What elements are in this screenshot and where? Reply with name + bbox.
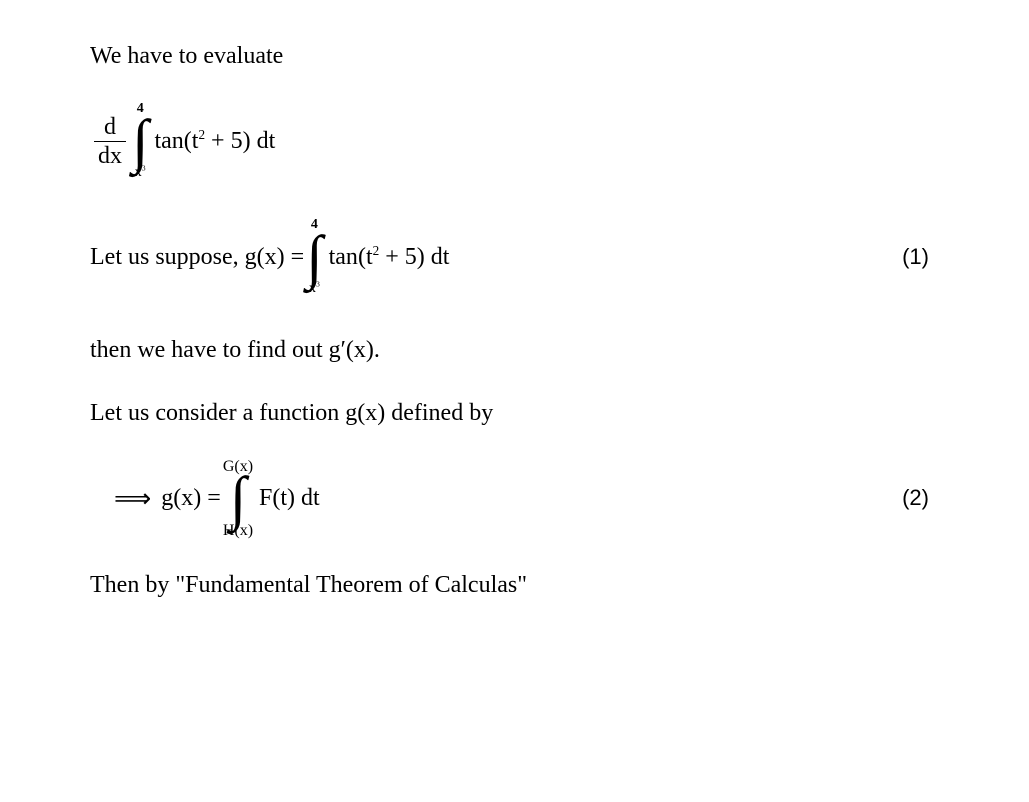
integral-1: 4 ∫ x3 [132, 102, 148, 182]
equation-2-number: (1) [902, 242, 939, 273]
equation-3-number: (2) [902, 483, 939, 514]
integrand-2: tan(t2 + 5) dt [329, 241, 450, 275]
equation-1-body: d dx 4 ∫ x3 tan(t2 + 5) dt [90, 102, 275, 182]
equation-1: d dx 4 ∫ x3 tan(t2 + 5) dt [90, 102, 939, 182]
text-line-1: We have to evaluate [90, 40, 939, 74]
text-line-4: Let us consider a function g(x) defined … [90, 397, 939, 431]
derivative-den: dx [94, 142, 126, 168]
integral-2: 4 ∫ x3 [306, 218, 322, 298]
equation-2-body: Let us suppose, g(x) = 4 ∫ x3 tan(t2 + 5… [90, 218, 449, 298]
integral-3-lower: H(x) [223, 523, 253, 539]
integral-2-symbol: ∫ [306, 232, 322, 284]
integral-1-symbol: ∫ [132, 116, 148, 168]
integrand-3: F(t) dt [259, 482, 320, 516]
derivative-num: d [94, 115, 126, 142]
equation-3: ⟹ g(x) = G(x) ∫ H(x) F(t) dt (2) [90, 459, 939, 539]
equation-3-body: ⟹ g(x) = G(x) ∫ H(x) F(t) dt [114, 459, 320, 539]
equation-2: Let us suppose, g(x) = 4 ∫ x3 tan(t2 + 5… [90, 218, 939, 298]
integral-2-lower: x3 [309, 282, 320, 298]
implies-arrow: ⟹ [114, 481, 151, 517]
integral-1-lower: x3 [135, 166, 146, 182]
derivative-frac: d dx [94, 115, 126, 168]
equation-2-lhs: Let us suppose, g(x) = [90, 241, 304, 275]
equation-3-lhs: g(x) = [161, 482, 221, 516]
integrand-1: tan(t2 + 5) dt [154, 125, 275, 159]
text-line-3: then we have to find out g′(x). [90, 334, 939, 368]
integral-3-symbol: ∫ [230, 473, 246, 525]
integral-3: G(x) ∫ H(x) [223, 459, 253, 539]
text-line-5: Then by "Fundamental Theorem of Calculas… [90, 569, 939, 603]
